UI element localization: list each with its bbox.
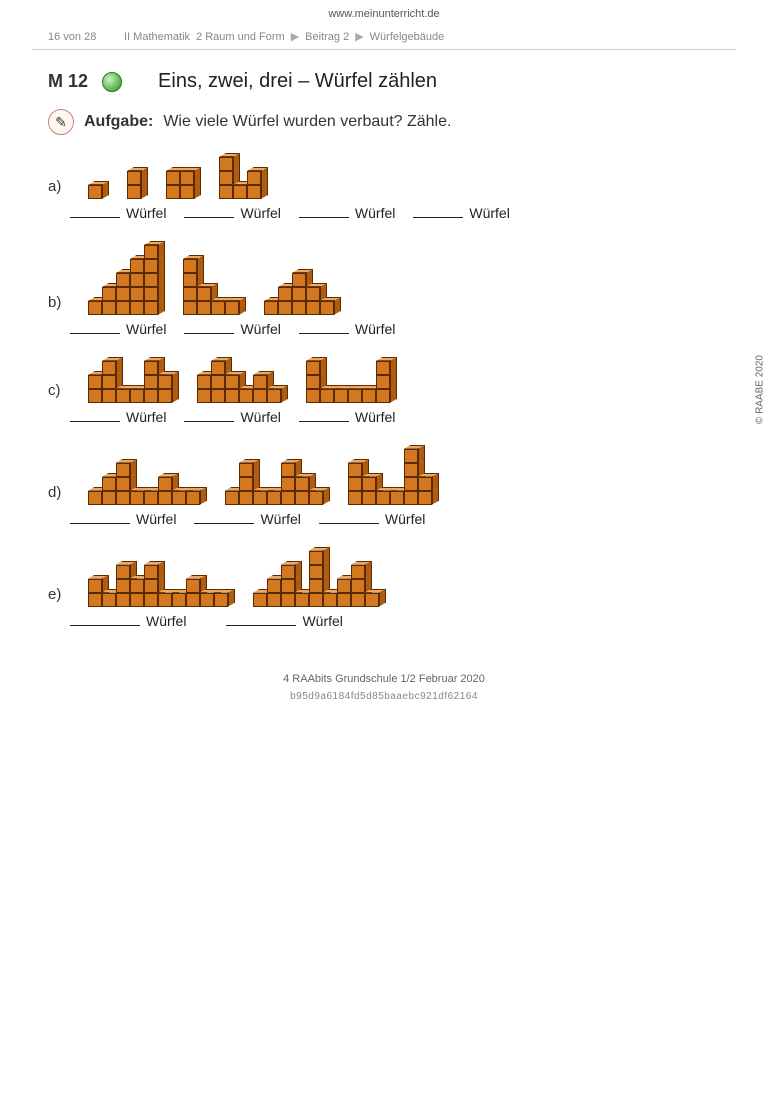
cube-building <box>225 459 330 505</box>
answer-line: Würfel <box>184 409 280 425</box>
page-indicator: 16 von 28 <box>48 31 108 43</box>
page-title: Eins, zwei, drei – Würfel zählen <box>158 70 437 93</box>
task-row: ✎ Aufgabe: Wie viele Würfel wurden verba… <box>48 109 720 135</box>
answer-unit-label: Würfel <box>260 511 300 527</box>
exercise-row: e) <box>48 547 720 607</box>
answer-line: Würfel <box>299 321 395 337</box>
answer-unit-label: Würfel <box>126 409 166 425</box>
content-area: M 12 Eins, zwei, drei – Würfel zählen ✎ … <box>0 50 768 659</box>
row-letter: c) <box>48 382 70 403</box>
exercise-row: d) <box>48 445 720 505</box>
difficulty-dot-icon <box>102 72 122 92</box>
answer-unit-label: Würfel <box>126 205 166 221</box>
answer-unit-label: Würfel <box>146 613 186 629</box>
cube-building <box>88 181 109 199</box>
module-label: M 12 <box>48 71 88 92</box>
breadcrumb-sep-icon: ▶ <box>355 30 363 43</box>
answer-blank[interactable] <box>299 322 349 334</box>
task-label: Aufgabe: <box>84 113 153 131</box>
cube-building <box>88 241 165 315</box>
answer-blank[interactable] <box>194 512 254 524</box>
breadcrumb-item: Beitrag 2 <box>305 31 349 43</box>
footer-text: 4 RAAbits Grundschule 1/2 Februar 2020 <box>0 659 768 691</box>
answer-line: Würfel <box>299 409 395 425</box>
cube-building <box>306 357 397 403</box>
answer-line: Würfel <box>184 321 280 337</box>
pencil-icon: ✎ <box>48 109 74 135</box>
answer-line: Würfel <box>70 511 176 527</box>
answer-line: Würfel <box>413 205 509 221</box>
answer-line: Würfel <box>194 511 300 527</box>
breadcrumb-item: 2 Raum und Form <box>196 31 285 43</box>
answer-blank[interactable] <box>184 410 234 422</box>
cube-building <box>127 167 148 199</box>
answer-line: Würfel <box>70 205 166 221</box>
page-header: 16 von 28 II Mathematik 2 Raum und Form … <box>0 24 768 49</box>
answer-unit-label: Würfel <box>355 409 395 425</box>
answer-unit-label: Würfel <box>136 511 176 527</box>
answer-blank[interactable] <box>184 206 234 218</box>
row-letter: b) <box>48 294 70 315</box>
answers-row: Würfel Würfel Würfel <box>70 511 720 527</box>
answer-unit-label: Würfel <box>240 321 280 337</box>
answer-line: Würfel <box>70 321 166 337</box>
cube-building <box>348 445 439 505</box>
answer-blank[interactable] <box>299 410 349 422</box>
answer-line: Würfel <box>226 613 342 629</box>
row-letter: d) <box>48 484 70 505</box>
answer-unit-label: Würfel <box>240 205 280 221</box>
cube-building <box>219 153 268 199</box>
answer-blank[interactable] <box>70 322 120 334</box>
exercise-row: c) <box>48 357 720 403</box>
source-url: www.meinunterricht.de <box>0 0 768 24</box>
answer-line: Würfel <box>70 613 186 629</box>
answer-line: Würfel <box>70 409 166 425</box>
row-letter: e) <box>48 586 70 607</box>
exercise-row: b) <box>48 241 720 315</box>
title-row: M 12 Eins, zwei, drei – Würfel zählen <box>48 70 720 93</box>
cube-building <box>88 459 207 505</box>
answers-row: Würfel Würfel Würfel <box>70 321 720 337</box>
breadcrumb-sep-icon: ▶ <box>291 30 299 43</box>
cube-building <box>166 167 201 199</box>
answer-blank[interactable] <box>184 322 234 334</box>
answer-blank[interactable] <box>70 206 120 218</box>
cube-building <box>253 547 386 607</box>
answer-line: Würfel <box>184 205 280 221</box>
row-letter: a) <box>48 178 70 199</box>
breadcrumb-item: II Mathematik <box>124 31 190 43</box>
cube-building <box>264 269 341 315</box>
cube-building <box>197 357 288 403</box>
answer-unit-label: Würfel <box>355 205 395 221</box>
cube-building <box>183 255 246 315</box>
answers-row: Würfel Würfel <box>70 613 720 629</box>
answer-blank[interactable] <box>70 614 140 626</box>
worksheet-page: www.meinunterricht.de 16 von 28 II Mathe… <box>0 0 768 710</box>
hash-text: b95d9a6184fd5d85baaebc921df62164 <box>0 691 768 710</box>
answer-unit-label: Würfel <box>469 205 509 221</box>
breadcrumb-item: Würfelgebäude <box>370 31 445 43</box>
answers-row: Würfel Würfel Würfel <box>70 409 720 425</box>
answer-line: Würfel <box>319 511 425 527</box>
answer-blank[interactable] <box>319 512 379 524</box>
cube-building <box>88 561 235 607</box>
answer-blank[interactable] <box>299 206 349 218</box>
answer-unit-label: Würfel <box>126 321 166 337</box>
copyright-side: © RAABE 2020 <box>755 355 766 424</box>
answers-row: Würfel Würfel Würfel Würfel <box>70 205 720 221</box>
answer-blank[interactable] <box>70 410 120 422</box>
cube-building <box>88 357 179 403</box>
exercise-row: a) <box>48 153 720 199</box>
answer-unit-label: Würfel <box>240 409 280 425</box>
breadcrumb: II Mathematik 2 Raum und Form ▶ Beitrag … <box>124 30 444 43</box>
answer-unit-label: Würfel <box>385 511 425 527</box>
task-text: Wie viele Würfel wurden verbaut? Zähle. <box>163 113 451 131</box>
answer-unit-label: Würfel <box>355 321 395 337</box>
answer-unit-label: Würfel <box>302 613 342 629</box>
answer-line: Würfel <box>299 205 395 221</box>
exercises-container: a)WürfelWürfelWürfelWürfelb)WürfelWürfel… <box>48 153 720 629</box>
answer-blank[interactable] <box>226 614 296 626</box>
answer-blank[interactable] <box>70 512 130 524</box>
answer-blank[interactable] <box>413 206 463 218</box>
